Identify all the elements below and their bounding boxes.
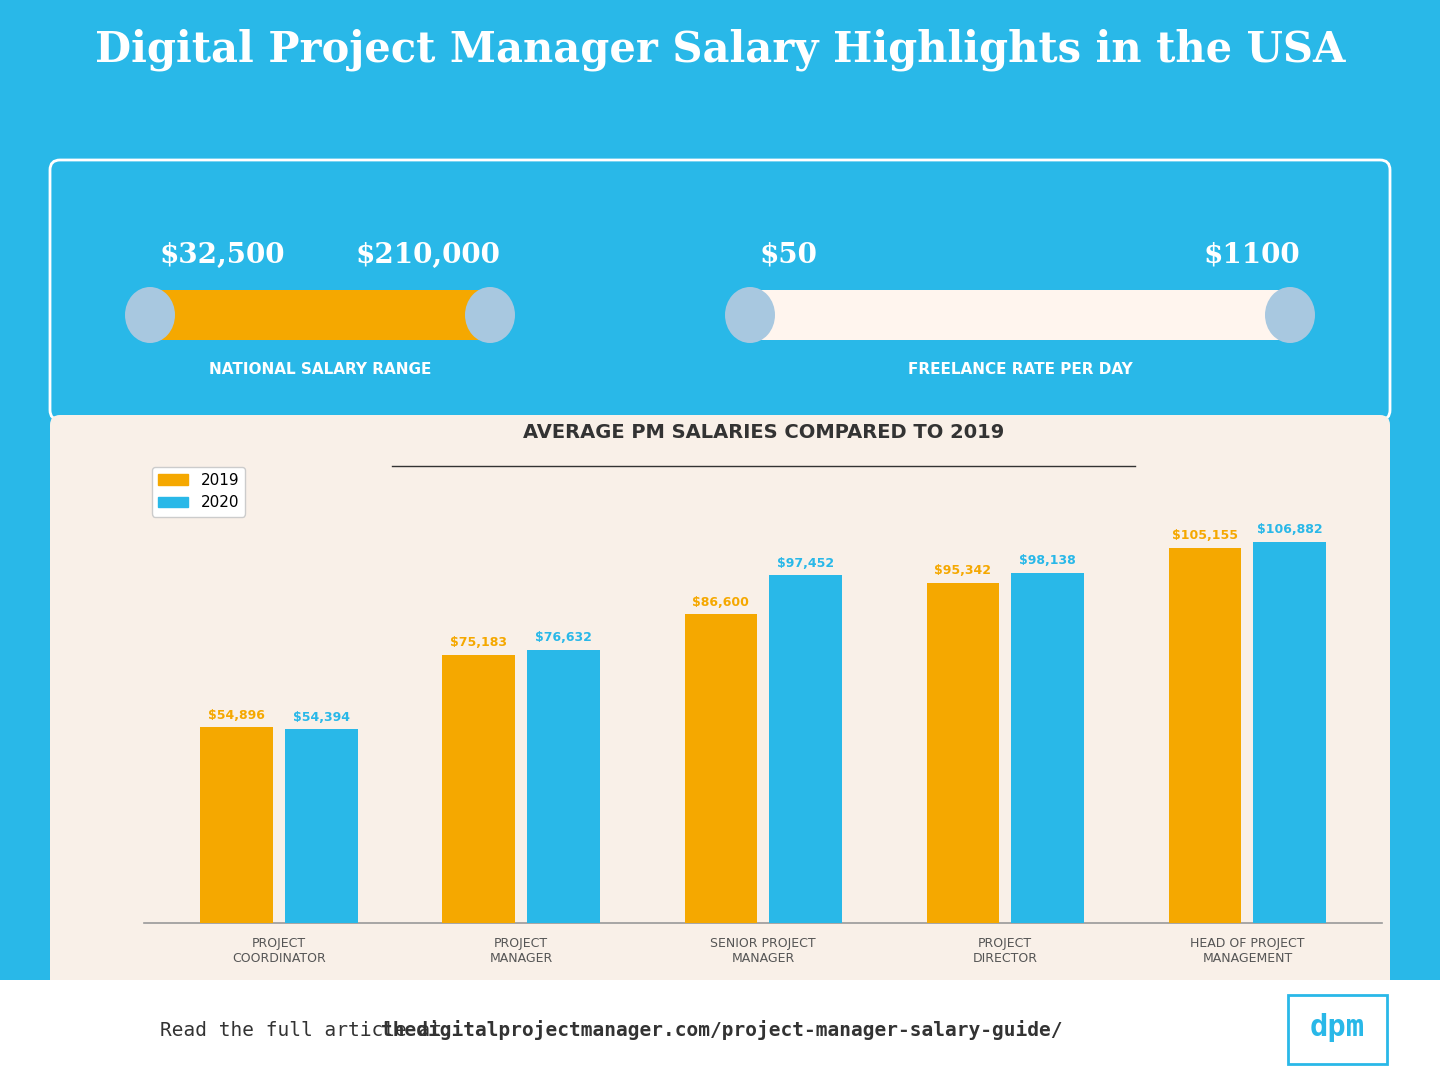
FancyBboxPatch shape [50,160,1390,420]
Bar [0,980,1440,1080]
Bar [150,291,490,340]
Bar [750,291,1290,340]
Text: dpm: dpm [1309,1013,1365,1042]
Bar [285,729,357,923]
Bar [684,615,757,923]
Text: $54,394: $54,394 [292,711,350,724]
Text: $1100: $1100 [1204,242,1300,269]
Text: FREELANCE RATE PER DAY: FREELANCE RATE PER DAY [907,363,1132,378]
Text: $32,500: $32,500 [160,242,285,269]
Bar [442,654,516,923]
Bar [200,727,274,923]
Text: $50: $50 [760,242,818,269]
Bar [926,583,999,923]
Ellipse shape [125,287,176,343]
Text: $97,452: $97,452 [778,557,834,570]
Text: $54,896: $54,896 [209,708,265,721]
Bar [1253,541,1326,923]
Text: thedigitalprojectmanager.com/project-manager-salary-guide/: thedigitalprojectmanager.com/project-man… [382,1020,1063,1040]
Title: AVERAGE PM SALARIES COMPARED TO 2019: AVERAGE PM SALARIES COMPARED TO 2019 [523,423,1004,442]
Bar [769,576,842,923]
Ellipse shape [724,287,775,343]
Text: $210,000: $210,000 [356,242,500,269]
Text: $75,183: $75,183 [451,636,507,649]
FancyBboxPatch shape [50,415,1390,990]
Text: NATIONAL SALARY RANGE: NATIONAL SALARY RANGE [209,363,431,378]
Text: $98,138: $98,138 [1020,554,1076,567]
Text: $86,600: $86,600 [693,596,749,609]
Text: $105,155: $105,155 [1172,529,1238,542]
FancyBboxPatch shape [1287,995,1387,1064]
Text: $106,882: $106,882 [1257,523,1322,537]
Bar [1169,548,1241,923]
Bar [527,650,600,923]
Legend: 2019, 2020: 2019, 2020 [151,467,245,516]
Text: $76,632: $76,632 [536,632,592,645]
Ellipse shape [1264,287,1315,343]
Text: $95,342: $95,342 [935,565,992,578]
Text: Digital Project Manager Salary Highlights in the USA: Digital Project Manager Salary Highlight… [95,29,1345,71]
Bar [1011,572,1084,923]
Ellipse shape [465,287,516,343]
Text: Read the full article at:: Read the full article at: [160,1021,465,1039]
